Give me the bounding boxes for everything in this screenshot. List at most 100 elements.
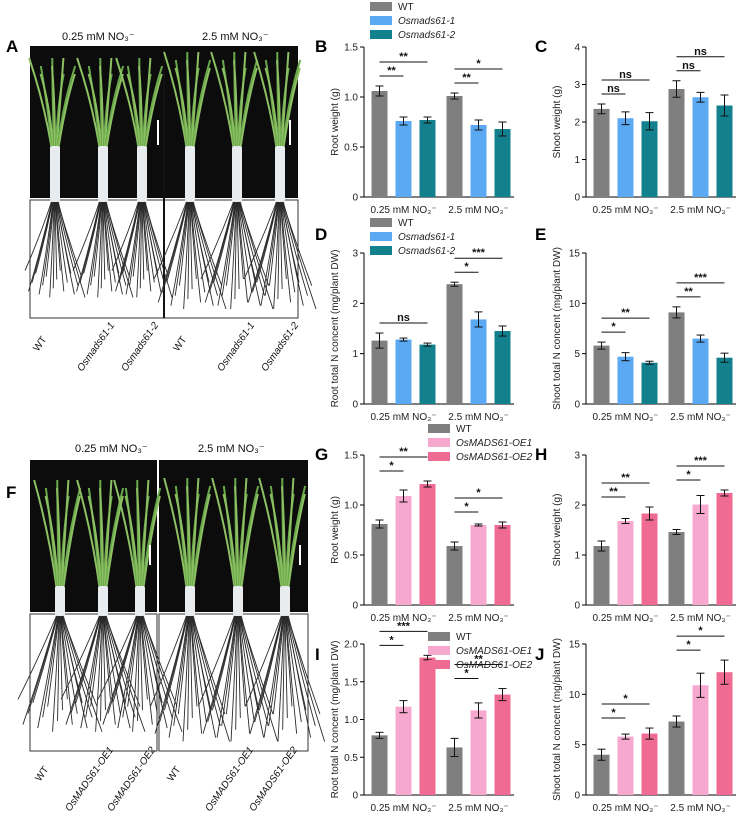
panel-a-label-mut1-2: Osmads61-1 <box>215 321 257 374</box>
bar <box>668 532 685 605</box>
plant-leaf <box>113 479 138 591</box>
plant-root <box>163 615 189 711</box>
plant-root <box>47 615 60 707</box>
plant-root <box>24 201 52 271</box>
plant-root <box>85 615 102 718</box>
plant-root <box>238 615 255 723</box>
panel-f-condition-low: 0.25 mM NO₃⁻ <box>75 443 148 455</box>
plant-root <box>102 615 138 725</box>
plant-root <box>132 201 142 277</box>
significance-label: * <box>623 693 628 705</box>
plant-root <box>282 201 317 310</box>
significance-label: * <box>476 487 481 499</box>
plant-leaf <box>240 493 259 591</box>
plant-stem-base <box>135 586 145 620</box>
plant-root <box>139 615 148 700</box>
significance-label: ** <box>621 472 630 484</box>
bar <box>419 484 436 605</box>
panel-f-label-oe1-2: OsMADS61-OE1 <box>203 745 256 814</box>
plant-leaf <box>281 485 286 591</box>
plant-leaf <box>253 51 278 151</box>
bar <box>617 356 634 404</box>
plant-root <box>103 201 113 292</box>
plant-root <box>221 615 237 726</box>
x-tick-label: 0.25 mM NO₃⁻ <box>592 803 658 814</box>
plant-root <box>217 201 236 306</box>
plant-root <box>187 201 191 300</box>
plant-leaf <box>138 65 143 151</box>
significance-label: * <box>686 639 691 651</box>
plant-leaf <box>211 477 236 591</box>
plant-leaf <box>87 487 102 591</box>
plant-stem-base <box>98 146 108 206</box>
plant-root <box>31 201 53 283</box>
plant-root <box>154 615 188 734</box>
plant-root <box>76 201 101 292</box>
plant-leaf <box>269 485 284 591</box>
plant-leaf <box>44 487 59 591</box>
legend-label: Osmads61-1 <box>398 232 455 243</box>
plant-root <box>286 615 316 726</box>
plant-leaf <box>104 487 125 591</box>
plant-root <box>139 615 143 711</box>
plant-root <box>173 615 189 726</box>
legend-label: Osmads61-2 <box>398 246 456 257</box>
panel-f: F 0.25 mM NO₃⁻ 2.5 mM NO₃⁻ WT OsMADS61-O… <box>6 443 326 814</box>
plant-root <box>86 201 102 295</box>
bar <box>716 493 733 605</box>
panel-a-label-wt-1: WT <box>31 335 49 354</box>
plant-root <box>141 615 173 718</box>
plant-leaf <box>76 479 101 591</box>
plant-root <box>32 615 59 704</box>
plant-leaf <box>222 493 238 591</box>
plant-leaf <box>142 495 161 591</box>
plant <box>153 51 227 310</box>
y-axis-label: Shoot total N concent (mg/plant DW) <box>552 638 563 801</box>
plant-root <box>272 615 285 715</box>
legend-label: OsMADS61-OE2 <box>456 660 533 671</box>
plant <box>24 57 86 298</box>
plant-leaf <box>233 59 238 151</box>
plant-root <box>238 201 265 296</box>
plant-root <box>285 615 298 734</box>
plant-root <box>144 201 173 298</box>
plant-leaf <box>258 477 283 591</box>
plant-root <box>129 201 141 286</box>
chart-h: H 0 1 2 3 Shoot weight (g) 0.25 mM NO₃⁻ 2.5 mM … <box>535 445 736 624</box>
y-tick-label: 0 <box>574 400 580 411</box>
panel-letter-e: E <box>535 225 546 244</box>
legend-swatch <box>428 660 450 669</box>
y-tick-label: 5 <box>574 740 580 751</box>
x-tick-label: 2.5 mM NO₃⁻ <box>670 613 730 624</box>
x-tick-label: 2.5 mM NO₃⁻ <box>448 613 508 624</box>
plant-root <box>286 615 312 738</box>
plant-root <box>57 201 86 298</box>
plant-stem-base <box>275 146 285 206</box>
y-tick-label: 0 <box>574 193 580 204</box>
plant-leaf <box>140 479 150 591</box>
plant-root <box>256 201 279 283</box>
plant-root <box>252 201 278 293</box>
significance-label: ** <box>609 486 618 498</box>
plant-root <box>22 615 58 725</box>
plant-root <box>137 615 141 721</box>
plant-leaf <box>238 477 248 591</box>
panel-f-label-oe2-2: OsMADS61-OE2 <box>247 745 300 814</box>
plant-root <box>141 201 148 271</box>
legend-swatch <box>370 246 392 255</box>
panel-a-condition-low: 0.25 mM NO₃⁻ <box>62 31 135 43</box>
significance-label: *** <box>472 247 486 259</box>
legend-label: WT <box>456 424 472 435</box>
y-tick-label: 2 <box>352 299 358 310</box>
y-tick-label: 1.0 <box>344 501 358 512</box>
legend-swatch <box>370 30 392 39</box>
plant <box>243 51 317 310</box>
bar <box>641 362 658 404</box>
x-tick-label: 2.5 mM NO₃⁻ <box>448 412 508 423</box>
plant-leaf <box>87 495 103 591</box>
y-tick-label: 0.5 <box>344 143 358 154</box>
plant-root <box>72 201 100 271</box>
significance-label: ns <box>397 312 410 324</box>
legend-label: OsMADS61-OE1 <box>456 438 532 449</box>
plant-leaf <box>186 59 191 151</box>
